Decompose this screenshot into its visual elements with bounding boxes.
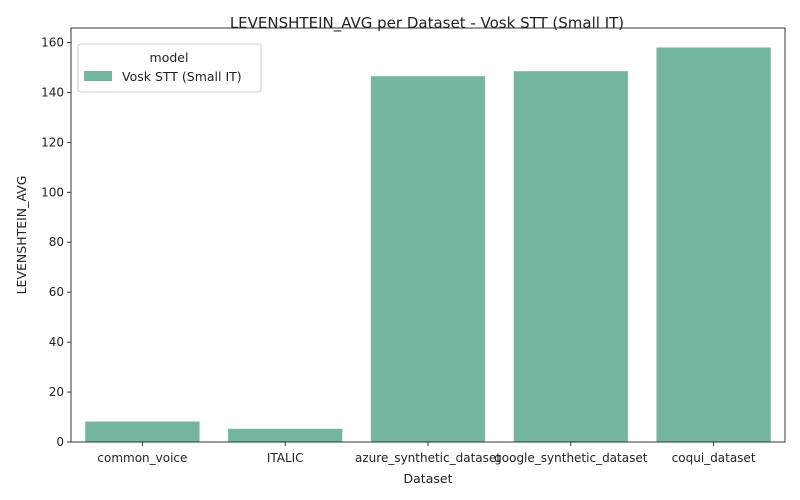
x-tick-label: coqui_dataset	[672, 451, 756, 465]
x-tick-label: azure_synthetic_dataset	[355, 451, 501, 465]
bar-italic	[228, 428, 343, 442]
x-tick-label: common_voice	[97, 451, 187, 465]
bar-azure-synthetic-dataset	[370, 76, 486, 442]
y-tick-label: 40	[49, 335, 64, 349]
bars-group	[85, 47, 771, 443]
legend-title: model	[150, 50, 189, 65]
legend-box	[77, 43, 262, 93]
y-tick-label: 0	[56, 435, 64, 449]
y-tick-label: 20	[49, 385, 64, 399]
y-tick-label: 140	[41, 85, 64, 99]
x-axis: common_voice ITALIC azure_synthetic_datase…	[97, 442, 756, 465]
legend-swatch	[84, 71, 112, 81]
y-tick-label: 80	[49, 235, 64, 249]
chart-title: LEVENSHTEIN_AVG per Dataset - Vosk STT (…	[230, 14, 624, 33]
bar-google-synthetic-dataset	[513, 71, 628, 443]
y-tick-label: 160	[41, 35, 64, 49]
bar-coqui-dataset	[656, 47, 771, 443]
y-tick-label: 100	[41, 185, 64, 199]
legend-entry-label: Vosk STT (Small IT)	[122, 69, 242, 84]
y-axis: 0 20 40 60 80 100 120 140 160	[41, 35, 71, 449]
x-tick-label: ITALIC	[267, 451, 304, 465]
plot-frame	[70, 27, 786, 443]
x-axis-label: Dataset	[404, 471, 453, 486]
x-tick-label: google_synthetic_dataset	[494, 451, 648, 465]
legend: model Vosk STT (Small IT)	[77, 43, 262, 93]
bar-common-voice	[85, 421, 200, 442]
y-tick-label: 120	[41, 135, 64, 149]
y-axis-label: LEVENSHTEIN_AVG	[14, 176, 29, 295]
y-tick-label: 60	[49, 285, 64, 299]
